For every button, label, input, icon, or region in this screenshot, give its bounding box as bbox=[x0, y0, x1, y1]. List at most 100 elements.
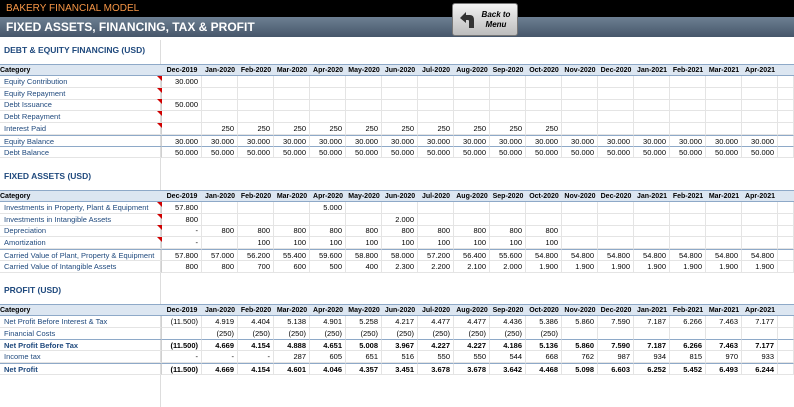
row-label: Interest Paid bbox=[0, 122, 162, 135]
cell: 50.000 bbox=[670, 146, 706, 159]
cell: 700 bbox=[238, 260, 274, 273]
cell: (11.500) bbox=[162, 316, 202, 328]
cell: 4.901 bbox=[310, 316, 346, 328]
cell: 30.000 bbox=[634, 134, 670, 147]
cell: 100 bbox=[238, 237, 274, 250]
cell bbox=[598, 202, 634, 214]
cell: 800 bbox=[202, 225, 238, 238]
cell bbox=[382, 202, 418, 214]
row-label: Equity Repayment bbox=[0, 87, 162, 100]
row-label: Financial Costs bbox=[0, 327, 162, 340]
cell: (11.500) bbox=[162, 362, 202, 375]
cell bbox=[562, 225, 598, 238]
cell bbox=[562, 202, 598, 214]
cell bbox=[526, 76, 562, 88]
cell bbox=[742, 237, 778, 250]
cell bbox=[562, 237, 598, 250]
cell: 1.900 bbox=[670, 260, 706, 273]
cell: 800 bbox=[490, 225, 526, 238]
cell: 250 bbox=[202, 122, 238, 135]
row-label: Equity Balance bbox=[0, 134, 162, 147]
cell bbox=[238, 76, 274, 88]
cell: 50.000 bbox=[598, 146, 634, 159]
month-header: Dec-2020 bbox=[598, 64, 634, 76]
month-header: Dec-2020 bbox=[598, 304, 634, 316]
month-header: Dec-2020 bbox=[598, 190, 634, 202]
cell bbox=[238, 202, 274, 214]
cell: 4.601 bbox=[274, 362, 310, 375]
cell: 1.900 bbox=[742, 260, 778, 273]
cell: 4.404 bbox=[238, 316, 274, 328]
cell bbox=[670, 237, 706, 250]
cell: 50.000 bbox=[634, 146, 670, 159]
cell bbox=[598, 237, 634, 250]
cell: 100 bbox=[310, 237, 346, 250]
cell bbox=[742, 213, 778, 226]
cell bbox=[562, 122, 598, 135]
cell: 2.000 bbox=[490, 260, 526, 273]
comment-marker bbox=[157, 122, 162, 128]
cell bbox=[238, 99, 274, 112]
month-header: May-2020 bbox=[346, 64, 382, 76]
cell bbox=[706, 87, 742, 100]
cell bbox=[706, 99, 742, 112]
cell: (250) bbox=[346, 327, 382, 340]
cell bbox=[634, 87, 670, 100]
back-icon bbox=[460, 12, 474, 28]
cell: 7.590 bbox=[598, 316, 634, 328]
cell: 50.000 bbox=[238, 146, 274, 159]
cell: 1.900 bbox=[526, 260, 562, 273]
comment-marker bbox=[157, 225, 162, 231]
cell bbox=[202, 237, 238, 250]
month-header: Mar-2021 bbox=[706, 304, 742, 316]
cell: 250 bbox=[382, 122, 418, 135]
cell: 4.669 bbox=[202, 339, 238, 352]
cell: (250) bbox=[310, 327, 346, 340]
row-label: Investments in Intangible Assets bbox=[0, 213, 162, 226]
cell bbox=[742, 99, 778, 112]
cell: 50.000 bbox=[454, 146, 490, 159]
cell-filler bbox=[778, 76, 794, 88]
cell: 4.186 bbox=[490, 339, 526, 352]
cell: 4.217 bbox=[382, 316, 418, 328]
cell-filler bbox=[778, 225, 794, 238]
month-header: Feb-2020 bbox=[238, 304, 274, 316]
cell: 100 bbox=[454, 237, 490, 250]
cell bbox=[162, 87, 202, 100]
cell: 30.000 bbox=[238, 134, 274, 147]
cell bbox=[670, 202, 706, 214]
cell: 550 bbox=[418, 351, 454, 364]
cell: 1.900 bbox=[706, 260, 742, 273]
cell: 54.800 bbox=[706, 248, 742, 261]
cell: 100 bbox=[382, 237, 418, 250]
cell: 100 bbox=[490, 237, 526, 250]
month-header: Nov-2020 bbox=[562, 64, 598, 76]
month-header: Aug-2020 bbox=[454, 304, 490, 316]
cell: 54.800 bbox=[598, 248, 634, 261]
cell bbox=[670, 99, 706, 112]
section-title: PROFIT (USD) bbox=[4, 285, 62, 295]
cell: 50.000 bbox=[202, 146, 238, 159]
cell: 50.000 bbox=[742, 146, 778, 159]
cell: 4.477 bbox=[454, 316, 490, 328]
row-label: Net Profit Before Interest & Tax bbox=[0, 316, 162, 328]
cell bbox=[562, 76, 598, 88]
cell: 50.000 bbox=[526, 146, 562, 159]
cell bbox=[202, 213, 238, 226]
cell bbox=[526, 202, 562, 214]
header-filler bbox=[778, 304, 794, 316]
back-button[interactable]: Back to Menu bbox=[452, 3, 518, 36]
month-header: May-2020 bbox=[346, 304, 382, 316]
cell: 7.463 bbox=[706, 316, 742, 328]
cell: 6.244 bbox=[742, 362, 778, 375]
month-header: Jan-2021 bbox=[634, 304, 670, 316]
cell bbox=[706, 111, 742, 124]
cell: 54.800 bbox=[562, 248, 598, 261]
cell: 7.463 bbox=[706, 339, 742, 352]
cell: 50.000 bbox=[346, 146, 382, 159]
cell: 50.000 bbox=[274, 146, 310, 159]
cell bbox=[346, 111, 382, 124]
section-title: FIXED ASSETS (USD) bbox=[4, 171, 92, 181]
month-header: Jun-2020 bbox=[382, 304, 418, 316]
cell bbox=[670, 122, 706, 135]
